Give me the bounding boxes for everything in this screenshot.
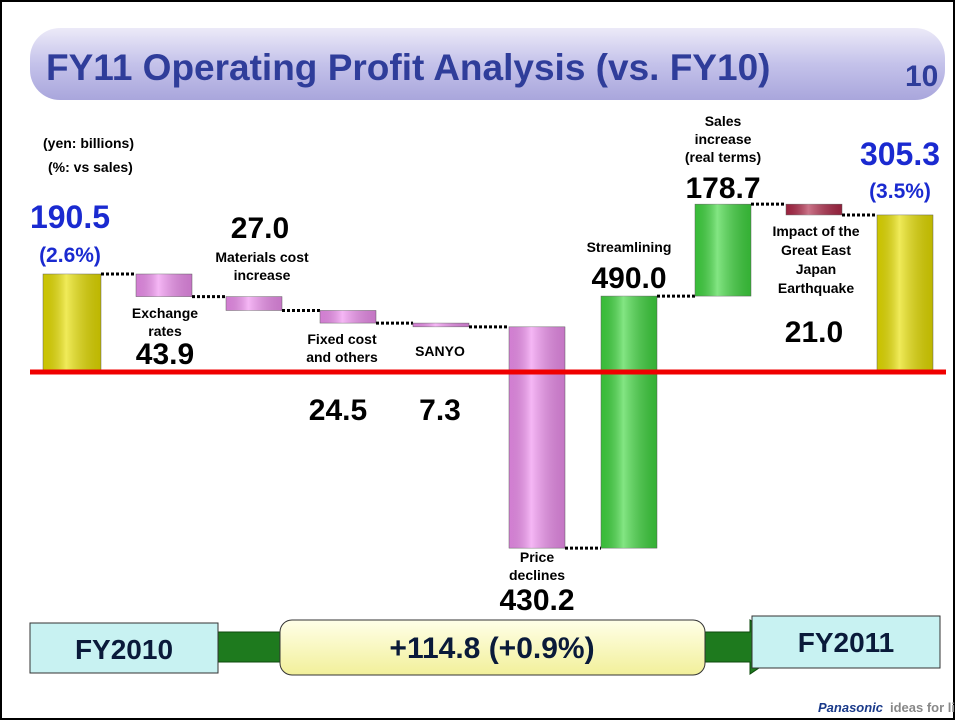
ratio-label: (2.6%): [39, 244, 101, 267]
value-label: 7.3: [419, 394, 461, 427]
fy2011-box: [751, 615, 941, 669]
value-label: 27.0: [231, 212, 289, 245]
category-label: and others: [306, 349, 378, 365]
start-label: FY2010: [75, 634, 173, 665]
category-label: (real terms): [685, 149, 761, 165]
end-label: FY2011: [798, 627, 895, 658]
brand: Panasonic: [818, 700, 884, 715]
change-label: +114.8 (+0.9%): [389, 632, 594, 665]
bar-shine: [43, 274, 101, 372]
value-label: 490.0: [591, 262, 666, 295]
category-label: increase: [234, 267, 291, 283]
category-label: Exchange: [132, 305, 198, 321]
category-label: Materials cost: [215, 249, 309, 265]
bar-shine: [877, 214, 933, 372]
bar-shine: [413, 323, 469, 327]
bar-shine: [226, 296, 282, 311]
title: FY11 Operating Profit Analysis (vs. FY10…: [46, 47, 770, 88]
unit-note: (yen: billions): [43, 135, 134, 151]
bar-shine: [786, 204, 842, 215]
change-box: [279, 619, 706, 676]
bar-shine: [695, 204, 751, 297]
title-banner: [30, 28, 945, 100]
category-label: Fixed cost: [307, 331, 377, 347]
category-label: Japan: [796, 261, 836, 277]
bar-shine: [320, 310, 376, 324]
category-label: Impact of the: [772, 223, 859, 239]
category-label: Sales: [705, 113, 742, 129]
plot: [42, 202, 934, 550]
value-label: 43.9: [136, 338, 194, 371]
category-label: Earthquake: [778, 280, 854, 296]
bar-shine: [136, 274, 192, 297]
bar-shine: [509, 326, 565, 549]
category-label: SANYO: [415, 343, 465, 359]
value-label: 305.3: [860, 136, 940, 172]
category-label: Price: [520, 549, 554, 565]
tagline: ideas for life: [890, 700, 955, 715]
value-label: 24.5: [309, 394, 367, 427]
page-number: 10: [905, 60, 938, 93]
bar-shine: [601, 296, 657, 549]
category-label: rates: [148, 323, 182, 339]
value-label: 430.2: [499, 584, 574, 617]
unit-note: (%: vs sales): [48, 159, 133, 175]
value-label: 190.5: [30, 199, 110, 235]
category-label: declines: [509, 567, 565, 583]
ratio-label: (3.5%): [869, 180, 931, 203]
fy2010-box: [29, 622, 219, 674]
category-label: Streamlining: [587, 239, 672, 255]
value-label: 178.7: [685, 172, 760, 205]
value-label: 21.0: [785, 316, 843, 349]
labels: 190.5 (2.6%) 43.9 Exchange rates 27.0 Material…: [30, 113, 940, 617]
category-label: increase: [695, 131, 752, 147]
category-label: Great East: [781, 242, 851, 258]
